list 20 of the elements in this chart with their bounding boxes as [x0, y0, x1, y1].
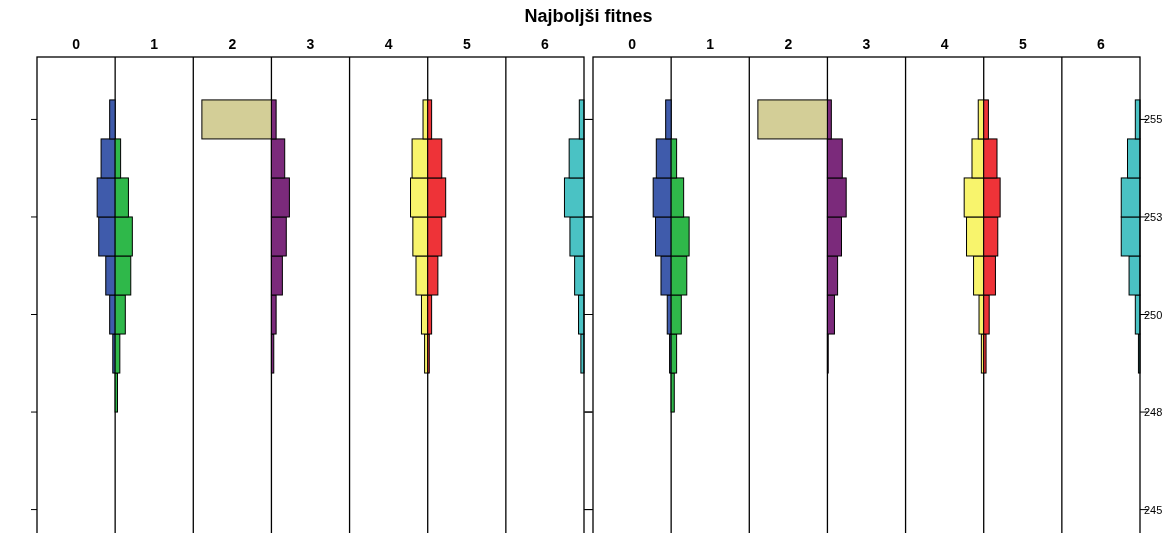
y-tick-label: 248 [1144, 406, 1163, 419]
x-tick-label: 2 [228, 36, 237, 52]
x-tick-label: 1 [150, 36, 159, 52]
x-tick-label: 5 [1018, 36, 1027, 52]
x-tick-label: 4 [940, 36, 949, 52]
x-tick-label: 4 [384, 36, 393, 52]
x-tick-label: 6 [1097, 36, 1106, 52]
x-tick-label: 6 [541, 36, 550, 52]
y-tick-label: 250 [1144, 308, 1163, 321]
x-tick-label: 3 [862, 36, 871, 52]
x-tick-label: 0 [628, 36, 637, 52]
y-tick-label: 255 [1144, 113, 1163, 126]
x-tick-label: 1 [706, 36, 715, 52]
x-tick-label: 0 [72, 36, 81, 52]
x-tick-label: 5 [462, 36, 471, 52]
y-tick-label: 245 [1144, 503, 1163, 516]
x-tick-label: 3 [306, 36, 315, 52]
x-tick-label: 2 [784, 36, 793, 52]
y-tick-label: 253 [1144, 210, 1163, 223]
chart-title: Najboljši fitnes [524, 6, 653, 26]
